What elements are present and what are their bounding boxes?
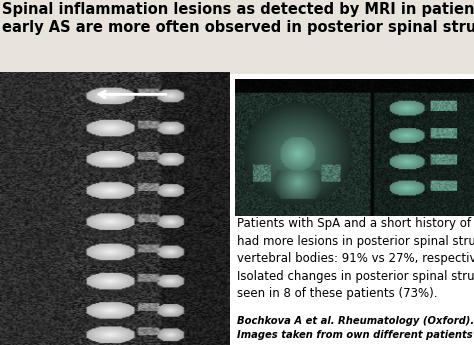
Text: Spinal inflammation lesions as detected by MRI in patients with
early AS are mor: Spinal inflammation lesions as detected …: [2, 2, 474, 35]
Text: Patients with SpA and a short history of IBP (n = 11)
had more lesions in poster: Patients with SpA and a short history of…: [237, 217, 474, 300]
Bar: [0, 0, 474, 74]
Text: Bochkova A et al. Rheumatology (Oxford). 2010 Jan 18. [Epub]
Images taken from o: Bochkova A et al. Rheumatology (Oxford).…: [237, 316, 474, 339]
